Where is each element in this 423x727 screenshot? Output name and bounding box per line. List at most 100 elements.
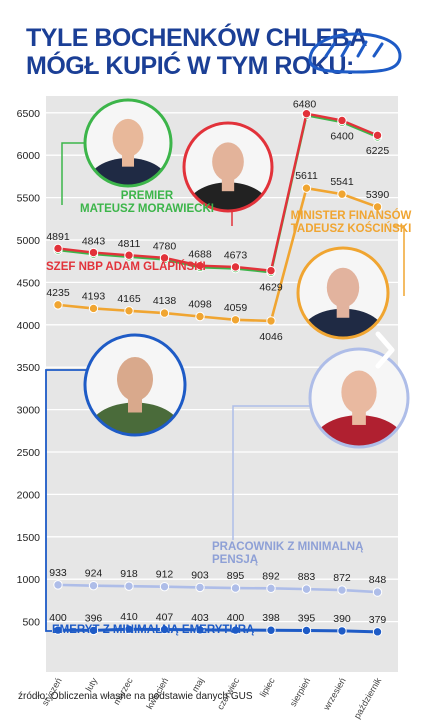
- point-minimal_pension-5: [230, 625, 241, 635]
- leader-minimal-wage: [232, 405, 326, 540]
- data-label-minimal_wage-0: 933: [49, 567, 67, 579]
- label-glapinski-line-1: SZEF NBP ADAM GLAPIŃSKI: [46, 261, 206, 273]
- point-minimal_wage-5: [230, 583, 241, 593]
- data-label-koscinski-9: 5390: [366, 189, 390, 201]
- data-label-morawiecki-6: 4629: [259, 281, 283, 293]
- chevron-right-icon[interactable]: [372, 330, 398, 370]
- source-note: źródło: Obliczenia własne na podstawie d…: [18, 691, 253, 702]
- y-tick-label-6500: 6500: [17, 108, 41, 120]
- data-label-minimal_pension-0: 400: [49, 612, 67, 624]
- y-tick-label-2500: 2500: [17, 447, 41, 459]
- data-label-morawiecki-4: 4688: [188, 248, 212, 260]
- data-label-minimal_pension-6: 398: [262, 612, 280, 624]
- point-minimal_pension-3: [159, 624, 170, 635]
- point-minimal_pension-9: [372, 627, 383, 637]
- data-label-minimal_pension-3: 407: [156, 611, 174, 623]
- data-label-koscinski-4: 4098: [188, 298, 212, 310]
- label-minimal-pension: EMERYT Z MINIMALNĄ EMERYTURĄ: [52, 624, 292, 637]
- y-tick-label-2000: 2000: [17, 489, 41, 501]
- data-label-minimal_pension-2: 410: [120, 611, 138, 623]
- leader-minimal-pension: [45, 369, 88, 632]
- portrait-koscinski-icon: [296, 246, 390, 340]
- leader-morawiecki: [61, 142, 86, 205]
- point-minimal_pension-0: [53, 625, 63, 635]
- point-minimal_wage-8: [337, 585, 347, 595]
- data-label-morawiecki-3: 4780: [153, 241, 177, 253]
- y-tick-label-1000: 1000: [17, 574, 41, 586]
- data-label-minimal_pension-9: 379: [369, 614, 387, 626]
- data-label-minimal_pension-8: 390: [333, 613, 351, 625]
- data-label-morawiecki-0: 4891: [46, 231, 70, 243]
- x-tick-label-8: wrzesień: [321, 676, 348, 713]
- point-koscinski-3: [159, 308, 170, 318]
- portrait-worker-icon: [308, 347, 410, 449]
- data-label-koscinski-5: 4059: [224, 302, 248, 314]
- y-tick-label-500: 500: [22, 617, 40, 629]
- point-minimal_wage-6: [266, 583, 276, 594]
- data-label-minimal_pension-5: 400: [227, 612, 245, 624]
- point-minimal_pension-8: [337, 626, 347, 636]
- data-label-koscinski-2: 4165: [117, 293, 141, 305]
- point-glapinski-1: [88, 247, 99, 258]
- label-koscinski: MINISTER FINANSÓW TADEUSZ KOŚCIŃSKI: [286, 210, 416, 236]
- data-label-koscinski-8: 5541: [330, 176, 354, 188]
- point-minimal_wage-9: [372, 587, 383, 597]
- title-line-2: MÓGŁ KUPIĆ W TYM ROKU:: [26, 52, 354, 80]
- point-glapinski-4: [195, 260, 205, 271]
- data-label-koscinski-3: 4138: [153, 295, 177, 307]
- label-koscinski-line-1: MINISTER FINANSÓW: [290, 210, 412, 222]
- point-minimal_pension-2: [124, 624, 134, 634]
- data-label-minimal_wage-7: 883: [298, 571, 316, 583]
- label-minimal-wage-line-1: PRACOWNIK Z MINIMALNĄ PENSJĄ: [212, 541, 364, 566]
- y-tick-label-5500: 5500: [17, 193, 41, 205]
- bread-icon: [308, 32, 402, 74]
- point-glapinski-0: [53, 243, 63, 254]
- point-koscinski-6: [266, 316, 276, 326]
- data-label-koscinski-6: 4046: [259, 331, 283, 343]
- y-tick-label-6000: 6000: [17, 150, 41, 162]
- point-minimal_pension-6: [266, 625, 276, 635]
- data-label-morawiecki-7: 6480: [293, 98, 317, 110]
- point-koscinski-8: [337, 189, 347, 199]
- title-line-1: TYLE BOCHENKÓW CHLEBA: [26, 24, 367, 52]
- y-tick-label-3500: 3500: [17, 362, 41, 374]
- data-label-minimal_pension-4: 403: [191, 612, 209, 624]
- x-tick-label-9: październik: [352, 676, 384, 721]
- y-tick-label-4500: 4500: [17, 277, 41, 289]
- point-glapinski-5: [230, 262, 241, 272]
- point-minimal_pension-1: [88, 625, 99, 636]
- data-label-morawiecki-5: 4673: [224, 250, 248, 262]
- x-tick-label-7: sierpień: [288, 676, 312, 708]
- series-line-koscinski: [57, 186, 378, 323]
- data-label-morawiecki-2: 4811: [118, 238, 141, 250]
- label-koscinski-line-2: TADEUSZ KOŚCIŃSKI: [290, 223, 412, 235]
- portrait-pensioner-icon: [83, 333, 187, 437]
- data-label-morawiecki-1: 4843: [82, 235, 106, 247]
- data-label-morawiecki-9: 6225: [366, 145, 390, 157]
- label-minimal-wage: PRACOWNIK Z MINIMALNĄ PENSJĄ: [212, 541, 402, 567]
- point-minimal_wage-0: [53, 580, 63, 590]
- y-tick-label-5000: 5000: [17, 235, 41, 247]
- y-tick-label-3000: 3000: [17, 405, 41, 417]
- data-label-minimal_pension-7: 395: [298, 613, 316, 625]
- point-glapinski-8: [337, 115, 347, 126]
- y-tick-label-4000: 4000: [17, 320, 41, 332]
- x-tick-label-6: lipiec: [258, 676, 277, 699]
- point-minimal_wage-7: [301, 584, 312, 594]
- point-glapinski-2: [124, 250, 134, 260]
- label-morawiecki: PREMIER MATEUSZ MORAWIECKI: [62, 190, 232, 216]
- data-label-minimal_wage-2: 918: [120, 568, 138, 580]
- data-label-morawiecki-8: 6400: [330, 130, 354, 142]
- data-label-minimal_wage-1: 924: [85, 568, 103, 580]
- series-line-glapinski: [57, 112, 378, 272]
- point-koscinski-0: [53, 300, 63, 310]
- point-minimal_wage-2: [124, 581, 134, 591]
- point-glapinski-3: [159, 253, 170, 263]
- y-tick-label-1500: 1500: [17, 532, 41, 544]
- point-glapinski-9: [372, 130, 383, 141]
- point-glapinski-6: [266, 265, 276, 276]
- point-koscinski-7: [301, 183, 312, 193]
- point-minimal_pension-4: [195, 625, 205, 635]
